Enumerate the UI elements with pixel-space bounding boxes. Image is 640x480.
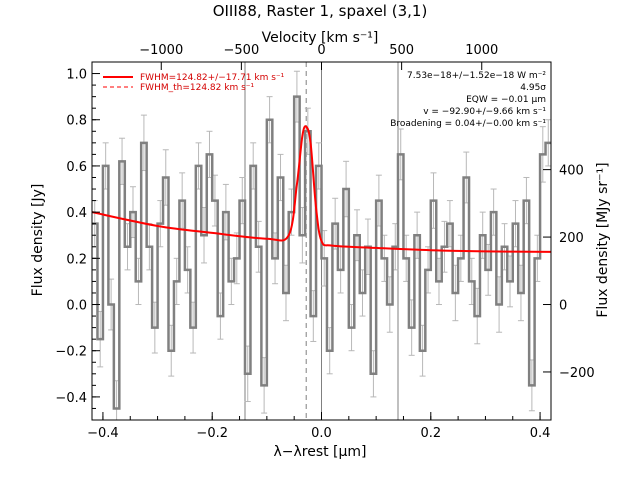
x-tick-label: 0.2 — [420, 426, 441, 441]
top-tick-label: 1000 — [465, 43, 498, 58]
data-group — [92, 70, 551, 420]
x-tick-label: −0.4 — [87, 426, 119, 441]
right-tick-label: 400 — [559, 164, 584, 179]
y-tick-label: 0.8 — [66, 114, 87, 129]
right-tick-label: 0 — [559, 299, 567, 314]
x-tick-label: 0.0 — [311, 426, 332, 441]
x-tick-label: −0.2 — [196, 426, 228, 441]
fit-line-thermal — [92, 125, 551, 253]
right-tick-label: −200 — [559, 366, 595, 381]
x-tick-label: 0.4 — [530, 426, 551, 441]
y-tick-label: 0.4 — [66, 206, 87, 221]
fit-annotations: 7.53e−18+/−1.52e−18 W m⁻² 4.95σ EQW = −0… — [390, 71, 546, 129]
plot-area: −0.4 −0.2 0.0 0.2 0.4 −0.4 −0.2 0.0 0.2 0.4 0.6 0.8… — [55, 43, 594, 441]
x-axis-title: λ−λrest [μm] — [273, 444, 366, 460]
annotation-broadening: Broadening = 0.04+/−0.00 km s⁻¹ — [390, 119, 546, 129]
y-tick-label: −0.2 — [55, 345, 87, 360]
right-tick-label: 200 — [559, 231, 584, 246]
data-steps — [92, 95, 551, 410]
annotation-eqw: EQW = −0.01 μm — [466, 95, 546, 105]
y-tick-label: 1.0 — [66, 68, 87, 83]
top-axis-title: Velocity [km s⁻¹] — [262, 30, 379, 46]
y-tick-label: 0.2 — [66, 252, 87, 267]
annotation-significance: 4.95σ — [520, 83, 546, 93]
chart-title: OIII88, Raster 1, spaxel (3,1) — [213, 2, 428, 20]
right-axis-title: Flux density [MJy sr⁻¹] — [595, 162, 611, 317]
top-tick-label: −500 — [224, 43, 260, 58]
top-tick-label: −1000 — [139, 43, 183, 58]
y-tick-label: 0.0 — [66, 299, 87, 314]
annotation-velocity: v = −92.90+/−9.66 km s⁻¹ — [423, 107, 546, 117]
legend-entry-fwhm-th: FWHM_th=124.82 km s⁻¹ — [140, 83, 255, 93]
top-tick-label: 0 — [317, 43, 325, 58]
annotation-line-flux: 7.53e−18+/−1.52e−18 W m⁻² — [407, 71, 546, 81]
legend-entry-fwhm: FWHM=124.82+/−17.71 km s⁻¹ — [140, 73, 285, 83]
y-tick-label: −0.4 — [55, 391, 87, 406]
y-axis-title: Flux density [Jy] — [30, 184, 46, 297]
top-tick-label: 500 — [389, 43, 414, 58]
legend: FWHM=124.82+/−17.71 km s⁻¹ FWHM_th=124.8… — [103, 73, 285, 93]
y-tick-label: 0.6 — [66, 160, 87, 175]
